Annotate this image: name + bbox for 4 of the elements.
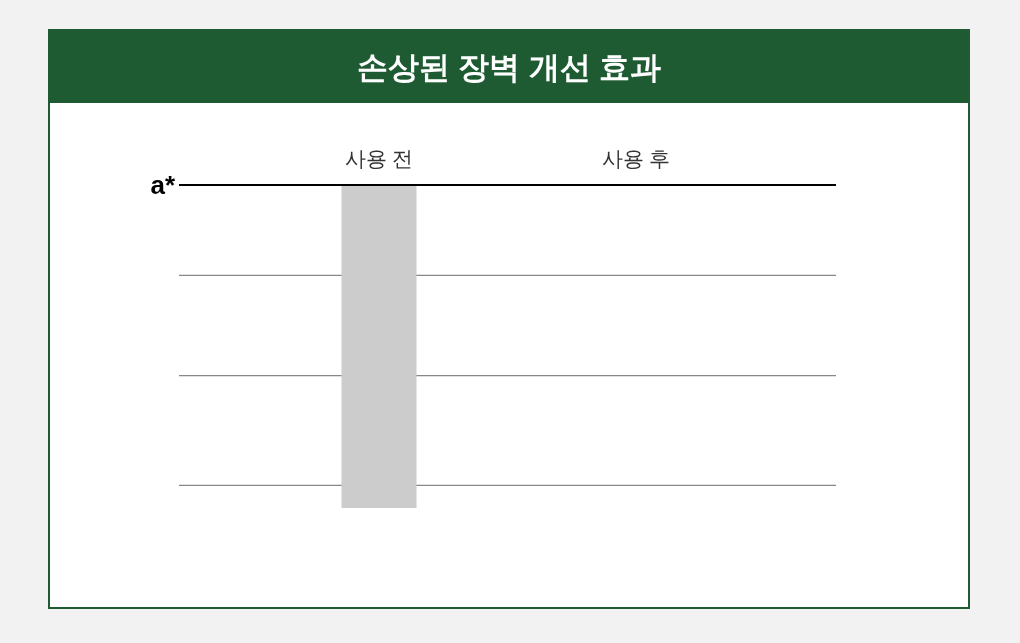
category: 사용 전 bbox=[344, 146, 414, 170]
category: 사용 후 bbox=[601, 146, 671, 170]
ylabel: a* bbox=[150, 170, 175, 200]
title: 손상된 장벽 개선 효과 bbox=[356, 49, 662, 85]
